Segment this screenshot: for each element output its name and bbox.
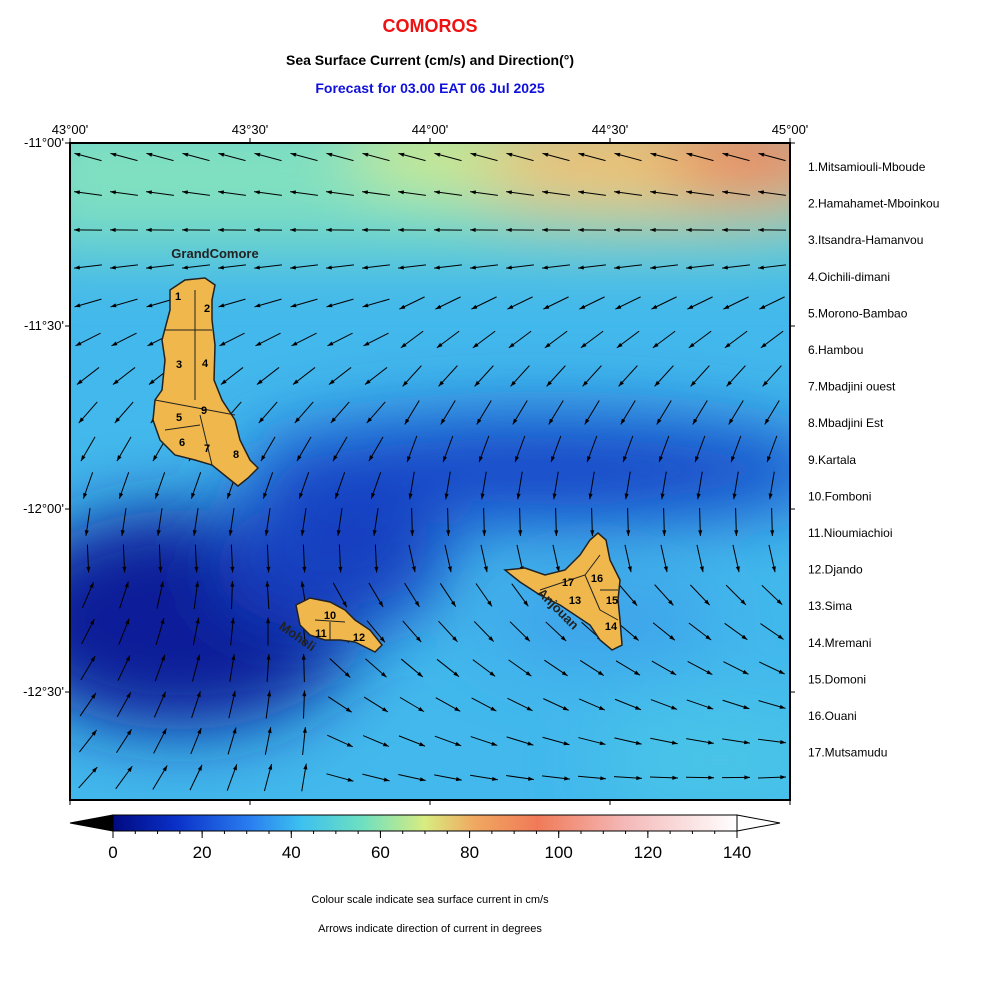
lat-tick-label: -11°00' [24, 135, 64, 150]
district-number: 12 [353, 632, 365, 644]
note: Colour scale indicate sea surface curren… [311, 894, 549, 906]
colorbar-tick-label: 0 [108, 843, 117, 862]
legend-entry: 11.Nioumiachioi [808, 526, 893, 540]
district-number: 9 [201, 405, 207, 417]
legend-entry: 5.Morono-Bambao [808, 306, 908, 320]
note: Arrows indicate direction of current in … [318, 923, 542, 935]
district-number: 2 [204, 303, 210, 315]
district-number: 7 [204, 443, 210, 455]
colorbar-tick-label: 40 [282, 843, 301, 862]
current-field [0, 100, 870, 820]
district-number: 17 [562, 577, 574, 589]
legend-entry: 9.Kartala [808, 453, 856, 467]
district-number: 6 [179, 437, 185, 449]
colorbar-tick-label: 80 [460, 843, 479, 862]
legend-entry: 6.Hambou [808, 343, 863, 357]
title: COMOROS [382, 16, 477, 36]
district-number: 4 [202, 358, 209, 370]
colorbar-tick-label: 120 [634, 843, 662, 862]
forecast: Forecast for 03.00 EAT 06 Jul 2025 [315, 80, 545, 96]
lat-tick-label: -12°30' [23, 684, 64, 699]
colorbar-under [70, 815, 113, 831]
legend-entry: 17.Mutsamudu [808, 746, 887, 760]
lon-tick-label: 45°00' [772, 122, 809, 137]
legend-entry: 12.Djando [808, 563, 863, 577]
lat-tick-label: -11°30' [24, 318, 64, 333]
district-number: 15 [606, 595, 618, 607]
legend-entry: 10.Fomboni [808, 489, 871, 503]
district-number: 16 [591, 573, 603, 585]
colorbar-tick-label: 100 [545, 843, 573, 862]
legend-entry: 2.Hamahamet-Mboinkou [808, 197, 939, 211]
lon-tick-label: 44°00' [412, 122, 449, 137]
district-number: 10 [324, 610, 336, 622]
district-number: 3 [176, 359, 182, 371]
legend-entry: 15.Domoni [808, 672, 866, 686]
district-number: 8 [233, 449, 239, 461]
legend-entry: 4.Oichili-dimani [808, 270, 890, 284]
island-label: GrandComore [171, 246, 258, 261]
district-number: 1 [175, 291, 181, 303]
legend-entry: 13.Sima [808, 599, 852, 613]
legend-entry: 8.Mbadjini Est [808, 416, 884, 430]
legend-entry: 1.Mitsamiouli-Mboude [808, 160, 926, 174]
district-number: 13 [569, 595, 581, 607]
colorbar-tick-label: 140 [723, 843, 751, 862]
colorbar-ramp [113, 815, 737, 831]
district-number: 14 [605, 621, 618, 633]
colorbar-over [737, 815, 780, 831]
lon-tick-label: 43°30' [232, 122, 269, 137]
colorbar-tick-label: 60 [371, 843, 390, 862]
subtitle: Sea Surface Current (cm/s) and Direction… [286, 52, 574, 68]
legend-entry: 7.Mbadjini ouest [808, 380, 896, 394]
district-number: 11 [315, 628, 327, 640]
legend-entry: 3.Itsandra-Hamanvou [808, 233, 923, 247]
legend-entry: 16.Ouani [808, 709, 857, 723]
district-number: 5 [176, 412, 182, 424]
lat-tick-label: -12°00' [23, 501, 64, 516]
legend-entry: 14.Mremani [808, 636, 871, 650]
colorbar-tick-label: 20 [193, 843, 212, 862]
lon-tick-label: 44°30' [592, 122, 629, 137]
